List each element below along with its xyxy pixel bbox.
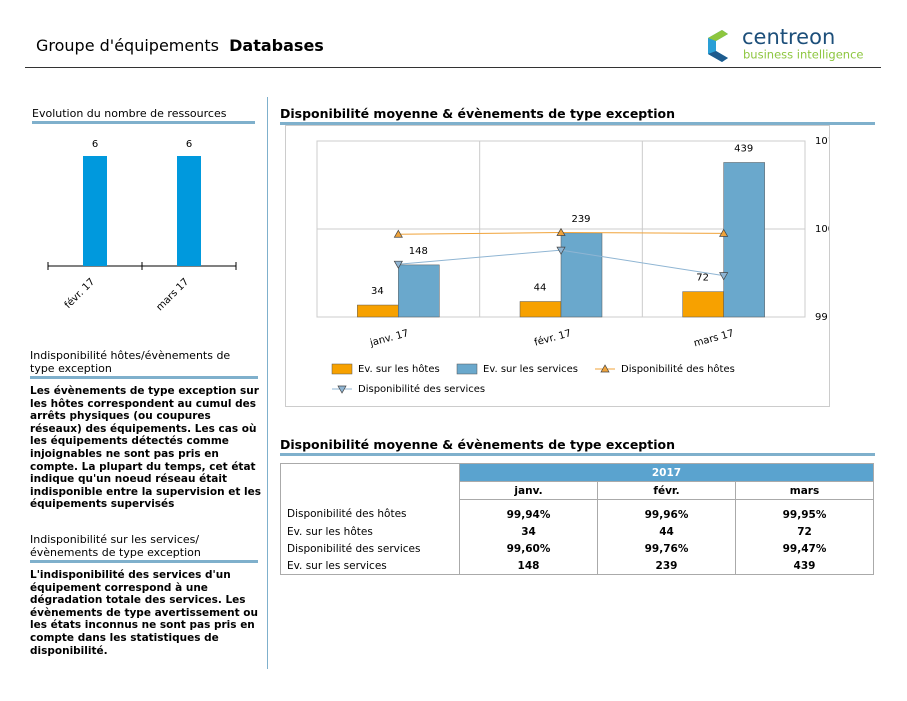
legend-swatch: [456, 363, 478, 375]
table-value: 34: [459, 523, 598, 540]
value-label: 44: [534, 283, 547, 294]
logo-icon: [708, 51, 728, 62]
x-tick-label: janv. 17: [368, 328, 410, 349]
legend-label: Ev. sur les services: [483, 364, 578, 375]
marker: [393, 229, 403, 238]
table-row: Disponibilité des services 99,60% 99,76% 99…: [280, 540, 874, 557]
table-value: 44: [597, 523, 736, 540]
column-header: janv.: [459, 481, 598, 500]
bar: [723, 162, 765, 318]
legend-label: Disponibilité des hôtes: [621, 363, 735, 375]
bar: [83, 156, 107, 266]
data-table: 2017 janv. févr. mars Disponibilité des …: [280, 463, 874, 575]
bar: [560, 232, 603, 318]
table-value: 99,96%: [597, 499, 736, 523]
value-label: 439: [734, 143, 753, 154]
bar: [398, 264, 440, 318]
table-row: Ev. sur les services 148 239 439: [280, 557, 874, 575]
x-tick-label: févr. 17: [533, 327, 573, 348]
x-tick-label: févr. 17: [62, 276, 97, 311]
table-value: 99,95%: [735, 499, 874, 523]
legend-marker: [337, 385, 347, 394]
logo-text: centreon: [742, 26, 835, 49]
marker: [556, 227, 566, 236]
column-header: févr.: [597, 481, 736, 500]
marker: [719, 228, 729, 237]
value-label: 6: [92, 139, 98, 150]
table-header-row: janv. févr. mars: [280, 481, 874, 500]
section-text: Les évènements de type exception sur les…: [30, 385, 261, 511]
table-header-row: 2017: [280, 463, 874, 482]
marker: [393, 260, 403, 269]
table-title: Disponibilité moyenne & évènements de ty…: [280, 437, 875, 456]
resource-chart: 6 févr. 17 6 mars 17: [47, 139, 237, 313]
year-header: 2017: [459, 463, 874, 482]
y2-tick-label: 101: [815, 136, 830, 147]
table-row: Disponibilité des hôtes 99,94% 99,96% 99,95…: [280, 499, 874, 523]
logo: centreon business intelligence: [708, 26, 864, 62]
table-value: 439: [735, 557, 874, 575]
chart-title: Disponibilité moyenne & évènements de ty…: [280, 106, 875, 125]
section-title: Indisponibilité sur les services/ évènem…: [30, 533, 258, 563]
bar: [519, 301, 562, 318]
header-title: Groupe d'équipements Databases: [36, 36, 324, 55]
table-value: 99,94%: [459, 499, 598, 523]
table-cell: [280, 463, 460, 482]
row-label: Disponibilité des hôtes: [280, 499, 460, 523]
legend-marker: [600, 364, 610, 373]
group-name: Databases: [229, 36, 324, 55]
table-value: 239: [597, 557, 736, 575]
row-label: Ev. sur les hôtes: [280, 523, 460, 540]
bar: [177, 156, 201, 266]
availability-chart: 99100101Disponibilité344472148239439janv…: [285, 125, 830, 407]
table-value: 99,76%: [597, 540, 736, 557]
marker: [556, 246, 566, 255]
bar: [682, 291, 724, 318]
table-value: 72: [735, 523, 874, 540]
legend-swatch: [331, 363, 353, 375]
y2-tick-label: 99: [815, 312, 828, 323]
logo-icon: [708, 30, 728, 41]
row-label: Ev. sur les services: [280, 557, 460, 575]
value-label: 6: [186, 139, 192, 150]
y2-tick-label: 100: [815, 224, 830, 235]
table-row: Ev. sur les hôtes 34 44 72: [280, 523, 874, 540]
table-value: 148: [459, 557, 598, 575]
table-cell: [280, 481, 460, 500]
bar: [357, 304, 399, 318]
table-body: Disponibilité des hôtes 99,94% 99,96% 99,95…: [280, 499, 874, 575]
row-label: Disponibilité des services: [280, 540, 460, 557]
table-value: 99,60%: [459, 540, 598, 557]
column-header: mars: [735, 481, 874, 500]
table-value: 99,47%: [735, 540, 874, 557]
section-title: Indisponibilité hôtes/évènements de type…: [30, 349, 258, 379]
x-tick-label: mars 17: [693, 328, 736, 349]
value-label: 72: [696, 273, 709, 284]
legend-label: Ev. sur les hôtes: [358, 363, 440, 375]
logo-subtext: business intelligence: [743, 48, 864, 62]
value-label: 34: [371, 286, 384, 297]
value-label: 239: [571, 214, 590, 225]
divider: [267, 97, 268, 669]
title: Groupe d'équipements: [36, 36, 219, 55]
legend-label: Disponibilité des services: [358, 383, 485, 395]
section-text: L'indisponibilité des services d'un équi…: [30, 569, 258, 657]
x-tick-label: mars 17: [154, 276, 191, 313]
value-label: 148: [409, 246, 428, 257]
marker: [719, 272, 729, 281]
header-rule: [25, 67, 881, 68]
chart-title: Evolution du nombre de ressources: [32, 107, 255, 124]
